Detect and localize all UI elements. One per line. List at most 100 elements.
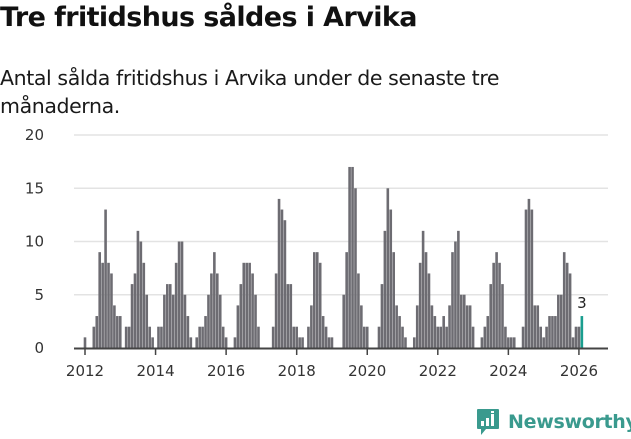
bar	[401, 326, 404, 348]
bar	[189, 337, 193, 348]
bar	[160, 326, 163, 348]
x-axis: 2012 2014 2016 2018 2020 2022 2024 2026	[66, 347, 608, 380]
bar	[504, 326, 507, 348]
bar	[139, 241, 143, 348]
bar	[145, 294, 149, 348]
x-tick-label: 2020	[348, 362, 386, 380]
bar	[224, 337, 228, 348]
bar	[395, 305, 398, 348]
bar	[415, 305, 419, 348]
bar	[171, 294, 175, 348]
bar	[148, 326, 151, 348]
bar	[195, 337, 199, 348]
bar	[559, 294, 563, 348]
bar	[521, 326, 525, 348]
bar	[489, 284, 493, 348]
bar	[101, 262, 104, 348]
bar	[568, 273, 572, 348]
bar	[213, 252, 216, 348]
bar	[345, 252, 348, 348]
bar	[471, 326, 475, 348]
bar	[107, 262, 110, 348]
bar	[168, 284, 172, 348]
bar	[324, 326, 328, 348]
bar	[492, 262, 495, 348]
bar	[424, 252, 428, 348]
bar	[274, 273, 278, 348]
bar	[533, 305, 537, 348]
bar	[298, 337, 301, 348]
bar	[254, 294, 257, 348]
bar	[245, 262, 248, 348]
bars	[83, 166, 584, 348]
bar	[130, 284, 134, 348]
bar	[433, 316, 437, 348]
bar	[527, 198, 531, 348]
bar	[83, 337, 87, 348]
bar	[457, 230, 460, 348]
bar	[104, 209, 107, 348]
latest-value-label: 3	[577, 294, 587, 312]
bar	[248, 262, 251, 348]
bar	[163, 294, 166, 348]
newsworthy-logo: Newsworthy	[476, 408, 631, 436]
bar	[242, 262, 246, 348]
bar	[221, 326, 225, 348]
bar	[468, 305, 472, 348]
bar	[251, 273, 254, 348]
bar	[571, 337, 575, 348]
bar	[412, 337, 416, 348]
x-tick-label: 2014	[136, 362, 174, 380]
chart-subtitle: Antal sålda fritidshus i Arvika under de…	[0, 66, 500, 118]
bar-chart-speech-bubble-icon	[477, 409, 499, 435]
bar	[113, 305, 116, 348]
bar	[565, 262, 569, 348]
bar	[460, 294, 463, 348]
bar	[486, 316, 490, 348]
bar	[465, 305, 469, 348]
bar	[210, 273, 213, 348]
logo-text: Newsworthy	[508, 411, 631, 433]
bar	[216, 273, 219, 348]
x-tick-label: 2022	[419, 362, 457, 380]
bar	[174, 262, 178, 348]
bar	[539, 326, 542, 348]
bar	[180, 241, 184, 348]
bar	[236, 305, 240, 348]
bar	[183, 294, 187, 348]
bar	[510, 337, 513, 348]
bar	[354, 188, 357, 348]
bar	[286, 284, 290, 348]
bar	[321, 316, 325, 348]
y-tick-label: 0	[34, 339, 44, 357]
bar	[280, 209, 284, 348]
bar	[348, 166, 351, 348]
bar	[386, 188, 390, 348]
chart-title: Tre fritidshus såldes i Arvika	[0, 2, 417, 33]
bar	[512, 337, 516, 348]
bar	[133, 273, 137, 348]
y-tick-label: 15	[25, 179, 44, 197]
x-tick-label: 2024	[489, 362, 527, 380]
bar	[551, 316, 554, 348]
bar	[136, 230, 140, 348]
bar	[292, 326, 296, 348]
bar	[166, 284, 169, 348]
bar	[480, 337, 484, 348]
bar	[454, 241, 457, 348]
x-tick-label: 2016	[207, 362, 245, 380]
latest-value-annotation: 3	[577, 294, 587, 312]
bar	[257, 326, 260, 348]
bar	[462, 294, 466, 348]
bar	[501, 284, 504, 348]
bar	[577, 326, 581, 348]
bar	[562, 252, 566, 348]
bar	[318, 262, 322, 348]
bar	[442, 316, 445, 348]
y-tick-label: 10	[25, 233, 44, 251]
bar	[157, 326, 160, 348]
bar	[207, 294, 210, 348]
bar	[330, 337, 334, 348]
bar	[201, 326, 204, 348]
bar	[383, 230, 387, 348]
